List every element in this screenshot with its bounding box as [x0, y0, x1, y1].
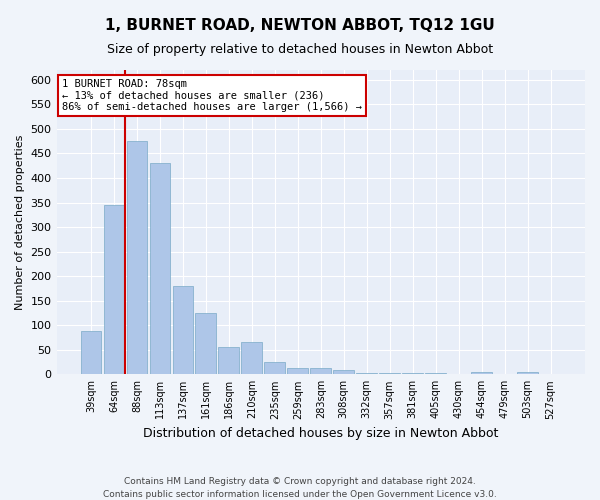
Bar — [173, 286, 193, 374]
X-axis label: Distribution of detached houses by size in Newton Abbot: Distribution of detached houses by size … — [143, 427, 499, 440]
Text: 1 BURNET ROAD: 78sqm
← 13% of detached houses are smaller (236)
86% of semi-deta: 1 BURNET ROAD: 78sqm ← 13% of detached h… — [62, 79, 362, 112]
Bar — [218, 348, 239, 374]
Bar — [196, 313, 216, 374]
Bar — [334, 370, 354, 374]
Bar — [517, 372, 538, 374]
Text: 1, BURNET ROAD, NEWTON ABBOT, TQ12 1GU: 1, BURNET ROAD, NEWTON ABBOT, TQ12 1GU — [105, 18, 495, 32]
Y-axis label: Number of detached properties: Number of detached properties — [15, 134, 25, 310]
Text: Contains HM Land Registry data © Crown copyright and database right 2024.: Contains HM Land Registry data © Crown c… — [124, 478, 476, 486]
Bar — [356, 373, 377, 374]
Bar — [425, 373, 446, 374]
Bar — [127, 141, 147, 374]
Bar — [149, 164, 170, 374]
Bar — [287, 368, 308, 374]
Text: Size of property relative to detached houses in Newton Abbot: Size of property relative to detached ho… — [107, 42, 493, 56]
Bar — [241, 342, 262, 374]
Bar — [310, 368, 331, 374]
Bar — [403, 373, 423, 374]
Text: Contains public sector information licensed under the Open Government Licence v3: Contains public sector information licen… — [103, 490, 497, 499]
Bar — [379, 373, 400, 374]
Bar — [80, 331, 101, 374]
Bar — [104, 205, 124, 374]
Bar — [472, 372, 492, 374]
Bar — [265, 362, 285, 374]
